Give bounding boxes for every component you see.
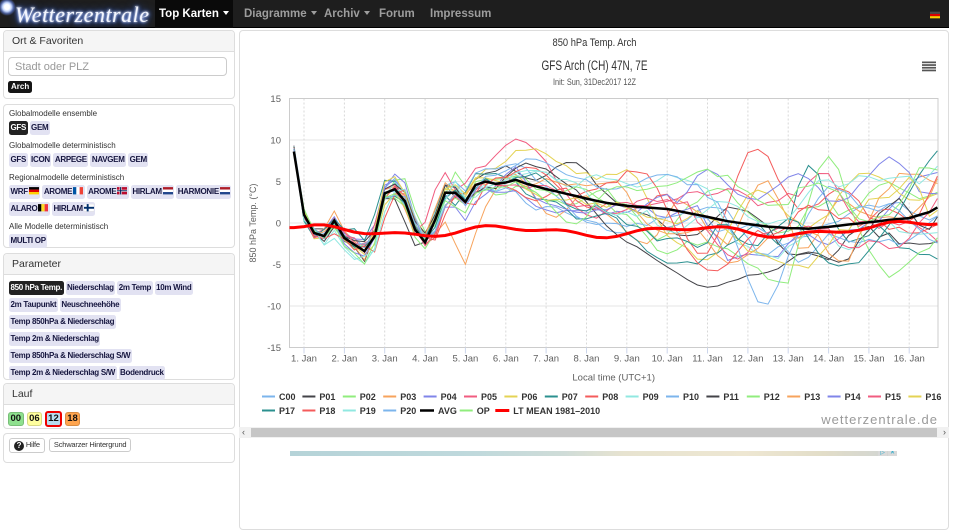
- svg-text:P07: P07: [562, 392, 578, 402]
- svg-text:4. Jan: 4. Jan: [412, 354, 438, 365]
- svg-text:C00: C00: [279, 392, 296, 402]
- svg-text:P16: P16: [925, 392, 941, 402]
- svg-text:P12: P12: [764, 392, 780, 402]
- svg-text:OP: OP: [477, 406, 490, 416]
- svg-text:-10: -10: [267, 301, 281, 312]
- svg-text:850 hPa Temp. Arch: 850 hPa Temp. Arch: [553, 37, 637, 49]
- svg-text:P20: P20: [400, 406, 416, 416]
- svg-text:15. Jan: 15. Jan: [853, 354, 884, 365]
- svg-text:2. Jan: 2. Jan: [331, 354, 357, 365]
- svg-text:P09: P09: [643, 392, 659, 402]
- svg-text:-5: -5: [273, 260, 281, 271]
- svg-text:0: 0: [276, 218, 281, 229]
- svg-text:5: 5: [276, 177, 281, 188]
- svg-text:Local time (UTC+1): Local time (UTC+1): [572, 373, 655, 384]
- svg-text:P19: P19: [360, 406, 376, 416]
- svg-text:9. Jan: 9. Jan: [614, 354, 640, 365]
- svg-text:12. Jan: 12. Jan: [732, 354, 763, 365]
- svg-text:P17: P17: [279, 406, 295, 416]
- svg-text:P15: P15: [885, 392, 901, 402]
- svg-text:P03: P03: [400, 392, 416, 402]
- svg-text:7. Jan: 7. Jan: [533, 354, 559, 365]
- svg-text:8. Jan: 8. Jan: [574, 354, 600, 365]
- svg-text:AVG: AVG: [438, 406, 457, 416]
- svg-text:1. Jan: 1. Jan: [291, 354, 317, 365]
- svg-text:3. Jan: 3. Jan: [372, 354, 398, 365]
- svg-text:P06: P06: [521, 392, 537, 402]
- svg-text:14. Jan: 14. Jan: [813, 354, 844, 365]
- svg-text:wetterzentrale.de: wetterzentrale.de: [820, 412, 938, 427]
- svg-text:P05: P05: [481, 392, 497, 402]
- svg-text:P13: P13: [804, 392, 820, 402]
- svg-text:15: 15: [270, 94, 281, 105]
- svg-text:5. Jan: 5. Jan: [452, 354, 478, 365]
- svg-text:P01: P01: [319, 392, 335, 402]
- svg-text:16. Jan: 16. Jan: [894, 354, 925, 365]
- svg-text:10: 10: [270, 135, 281, 146]
- svg-text:-15: -15: [267, 343, 281, 354]
- svg-text:P11: P11: [723, 392, 739, 402]
- svg-text:11. Jan: 11. Jan: [692, 354, 722, 365]
- svg-text:P04: P04: [441, 392, 457, 402]
- svg-text:Init: Sun, 31Dec2017 12Z: Init: Sun, 31Dec2017 12Z: [553, 77, 636, 87]
- svg-text:GFS Arch (CH) 47N, 7E: GFS Arch (CH) 47N, 7E: [542, 58, 648, 73]
- svg-text:P02: P02: [360, 392, 376, 402]
- svg-text:P10: P10: [683, 392, 699, 402]
- svg-text:850 hPa Temp. (°C): 850 hPa Temp. (°C): [248, 184, 258, 263]
- svg-text:P14: P14: [845, 392, 861, 402]
- svg-text:P18: P18: [319, 406, 335, 416]
- svg-text:P08: P08: [602, 392, 618, 402]
- svg-text:10. Jan: 10. Jan: [652, 354, 683, 365]
- svg-text:6. Jan: 6. Jan: [493, 354, 519, 365]
- svg-text:13. Jan: 13. Jan: [773, 354, 804, 365]
- svg-text:LT MEAN 1981–2010: LT MEAN 1981–2010: [513, 406, 600, 416]
